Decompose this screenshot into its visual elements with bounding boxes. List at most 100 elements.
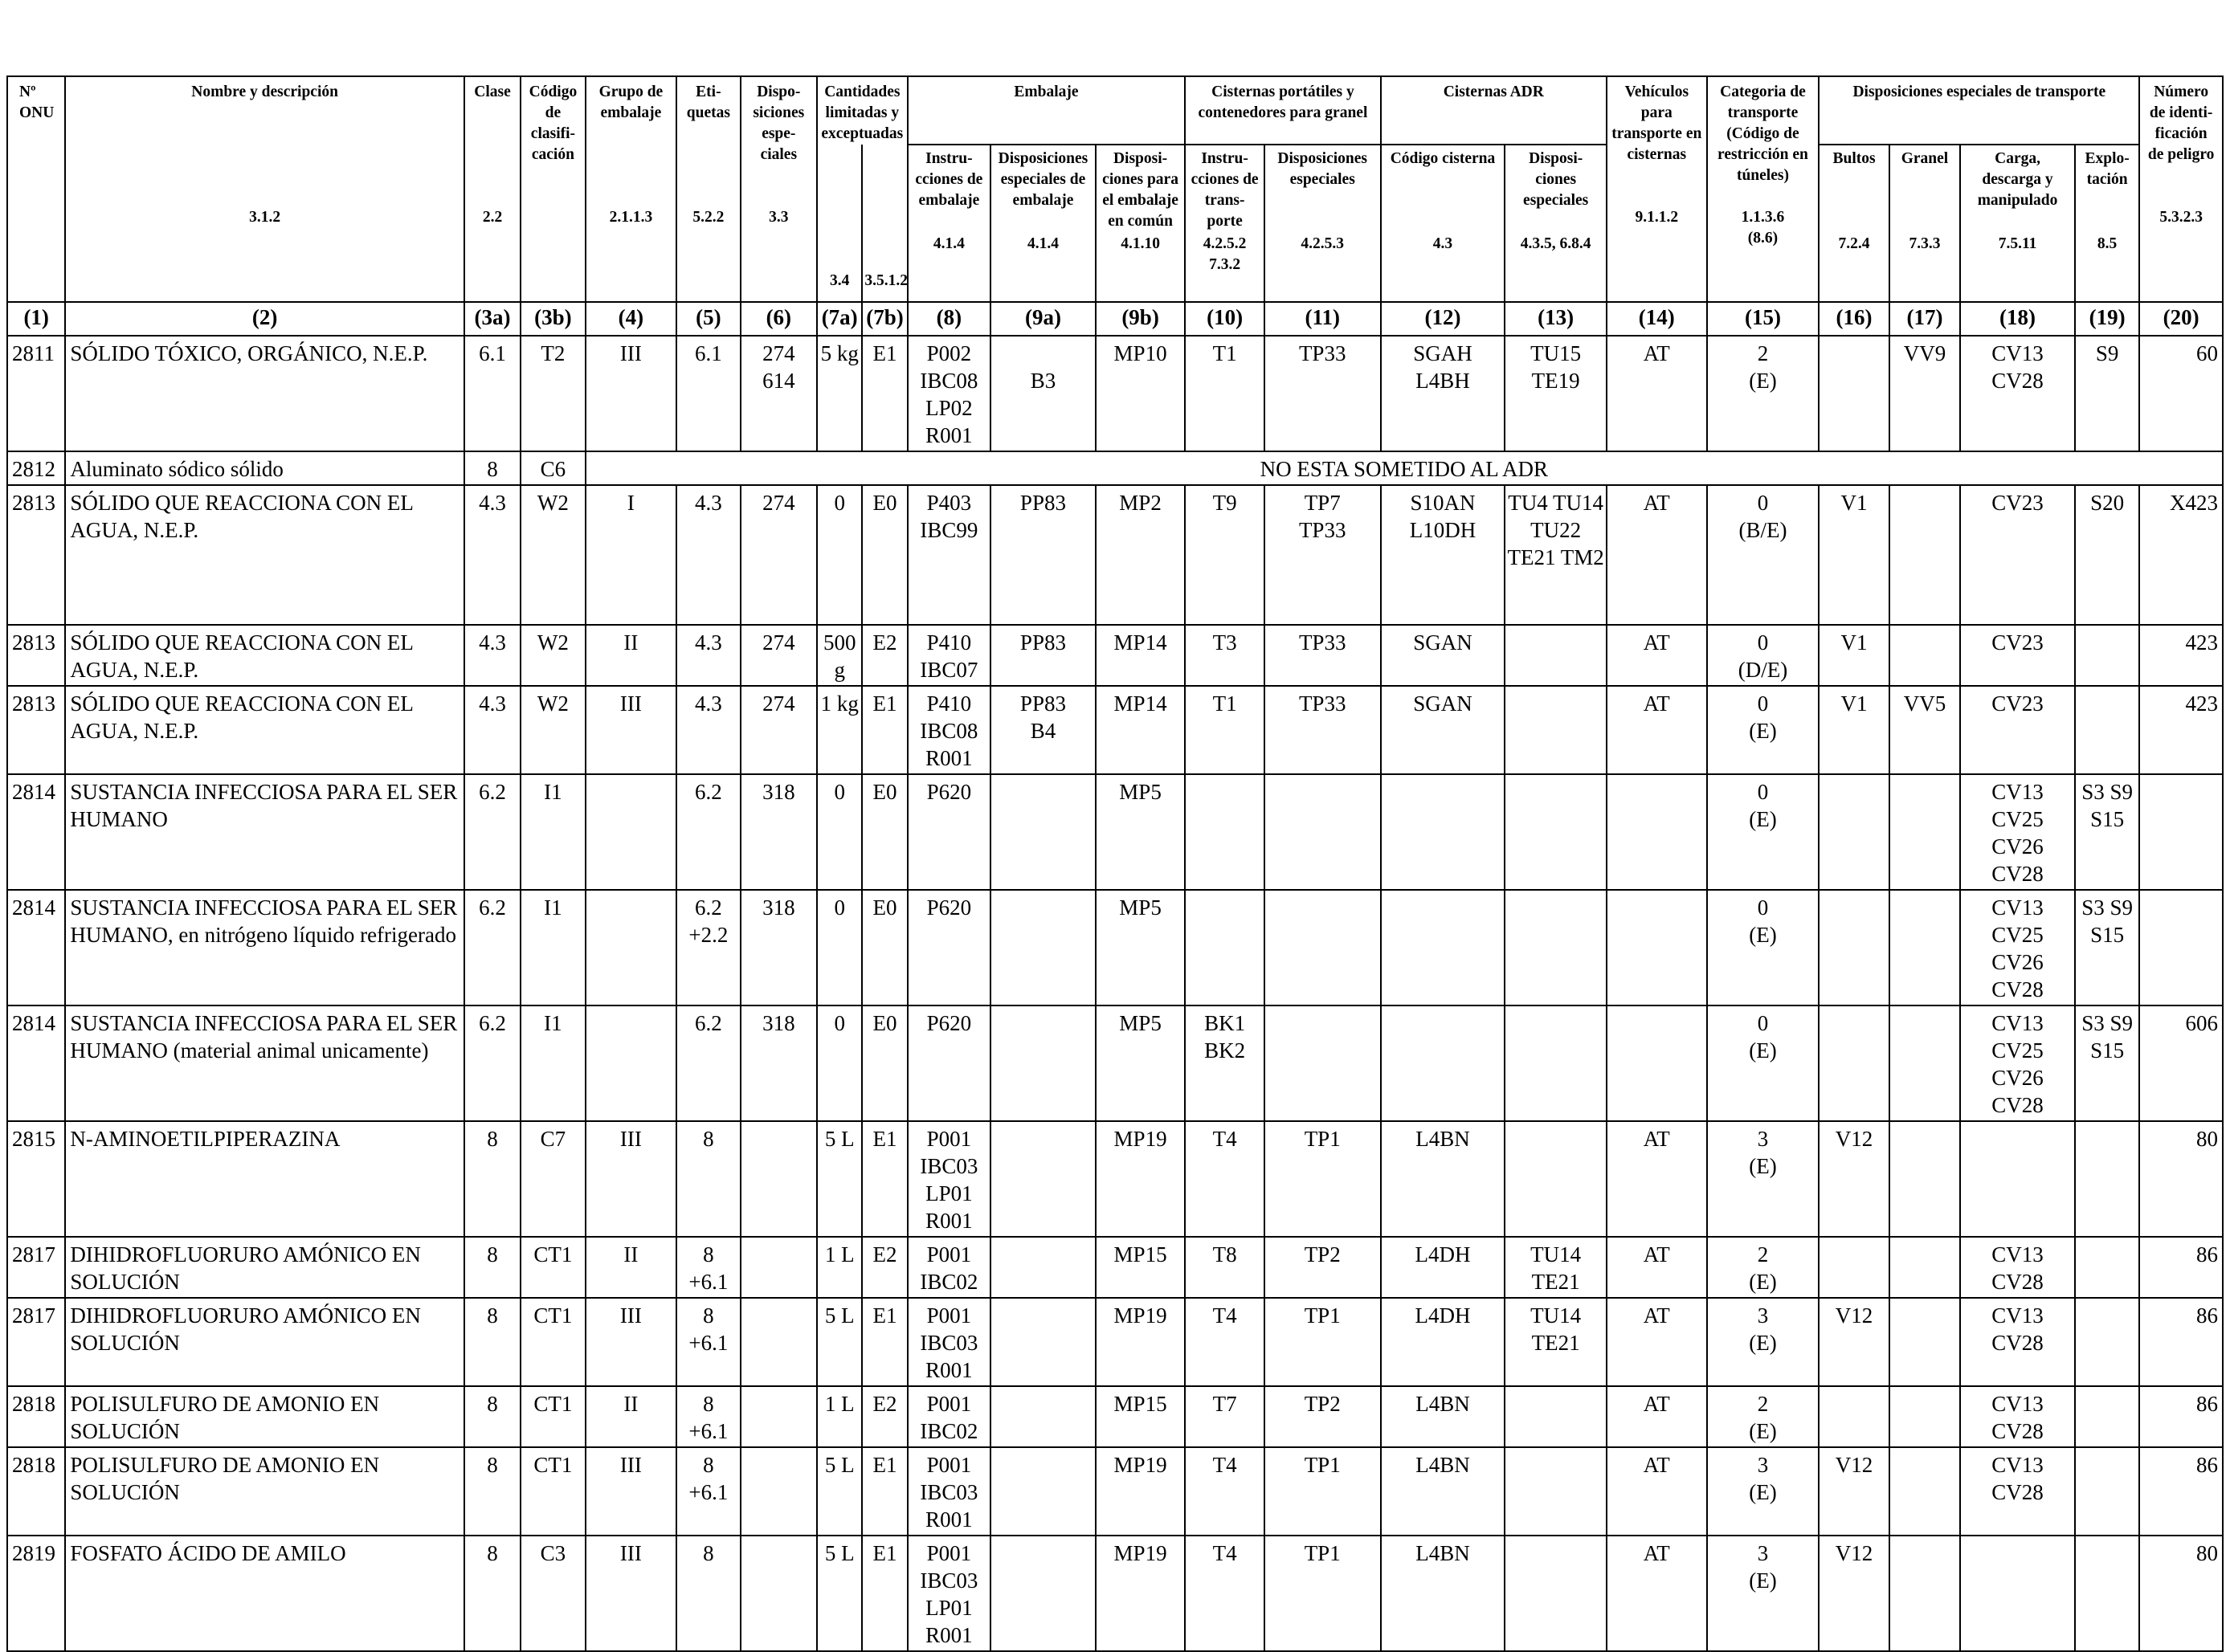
cell-limited-qty: 0 [816,889,864,1006]
cell-limited-qty: 1 kg [816,685,864,775]
cell-classification-code: CT1 [520,1297,586,1387]
cell-tank-code: L4DH [1379,1297,1506,1387]
cell-tank-code: L4DH [1379,1236,1506,1299]
cell-portable-tank-instr: BK1 BK2 [1184,1005,1265,1122]
header-grupo: Grupo de embalaje 2.1.1.3 [584,75,678,303]
cell-mixed-packing: MP15 [1094,1385,1186,1448]
column-number: (14) [1605,301,1708,337]
cell-operation [2073,1385,2141,1448]
column-number: (18) [1959,301,2076,337]
cell-tank-special-prov: TU14 TE21 [1504,1236,1607,1299]
cell-loading-handling: CV13 CV25 CV26 CV28 [1959,773,2076,891]
cell-class: 8 [463,1120,522,1238]
cell-portable-tank-instr: T4 [1184,1297,1265,1387]
cell-labels: 4.3 [676,685,741,775]
cell-special-provisions [739,1120,819,1238]
cell-tank-special-prov [1504,624,1607,687]
header-7a-ref: 3.4 [816,145,863,303]
cell-operation: S3 S9 S15 [2073,889,2141,1006]
cell-limited-qty: 0 [816,773,864,891]
cell-carriage-packages [1818,773,1890,891]
table-row: 2814 SUSTANCIA INFECCIOSA PARA EL SER HUM… [6,1005,2224,1122]
cell-carriage-bulk [1888,1005,1962,1122]
cell-tank-code: SGAN [1379,685,1506,775]
cell-transport-category: 0 (B/E) [1705,484,1820,626]
cell-un-number: 2813 [6,624,67,687]
cell-operation: S3 S9 S15 [2073,1005,2141,1122]
cell-labels: 8 [676,1120,741,1238]
cell-carriage-bulk [1888,1446,1962,1536]
cell-hazard-id: 86 [2138,1385,2224,1448]
cell-vehicle: AT [1605,1297,1708,1387]
cell-hazard-id: 606 [2138,1005,2224,1122]
cell-tank-special-prov [1504,1385,1607,1448]
header-clase: Clase 2.2 [463,75,522,303]
cell-packing-instructions: P001 IBC02 [906,1236,992,1299]
cell-mixed-packing: MP5 [1094,889,1186,1006]
cell-portable-tank-prov: TP1 [1263,1120,1382,1238]
cell-portable-tank-instr [1184,773,1265,891]
cell-special-packing [990,1236,1097,1299]
cell-tank-code: L4BN [1379,1446,1506,1536]
header-codigo: Código de clasifi- cación [520,75,586,303]
cell-loading-handling: CV13 CV28 [1959,1297,2076,1387]
cell-special-provisions [739,1446,819,1536]
cell-loading-handling: CV13 CV25 CV26 CV28 [1959,889,2076,1006]
header-emb-disp: Disposiciones especiales de embalaje 4.1.… [990,144,1097,303]
cell-loading-handling: CV13 CV25 CV26 CV28 [1959,1005,2076,1122]
cell-tank-code: SGAH L4BH [1379,335,1506,452]
cell-packing-group: III [584,1297,678,1387]
cell-hazard-id: 423 [2138,685,2224,775]
cell-hazard-id: 60 [2138,335,2224,452]
cell-loading-handling [1959,1535,2076,1652]
cell-labels: 6.2 +2.2 [676,889,741,1006]
cell-name: FOSFATO ÁCIDO DE AMILO [64,1535,465,1652]
cell-labels: 6.2 [676,1005,741,1122]
column-number: (17) [1888,301,1962,337]
cell-carriage-packages: V12 [1818,1120,1890,1238]
table-row: 2815 N-AMINOETILPIPERAZINA 8 C7 III 8 5 L E1 P00… [6,1120,2224,1238]
cell-un-number: 2812 [6,451,67,486]
cell-name: SÓLIDO QUE REACCIONA CON EL AGUA, N.E.P. [64,685,465,775]
cell-name: SUSTANCIA INFECCIOSA PARA EL SER HUMANO,… [64,889,465,1006]
cell-hazard-id: 86 [2138,1446,2224,1536]
cell-operation: S9 [2073,335,2141,452]
cell-class: 4.3 [463,685,522,775]
cell-carriage-packages [1818,335,1890,452]
cell-packing-instructions: P001 IBC03 LP01 R001 [906,1535,992,1652]
cell-mixed-packing: MP14 [1094,624,1186,687]
cell-labels: 8 [676,1535,741,1652]
cell-mixed-packing: MP19 [1094,1446,1186,1536]
cell-excepted-qty: E0 [861,484,909,626]
cell-portable-tank-instr: T9 [1184,484,1265,626]
cell-hazard-id: 80 [2138,1120,2224,1238]
cell-tank-special-prov [1504,1005,1607,1122]
cell-tank-special-prov: TU15 TE19 [1504,335,1607,452]
table-row: 2814 SUSTANCIA INFECCIOSA PARA EL SER HUM… [6,889,2224,1006]
cell-loading-handling: CV23 [1959,685,2076,775]
cell-transport-category: 0 (E) [1705,685,1820,775]
cell-hazard-id: X423 [2138,484,2224,626]
cell-loading-handling: CV13 CV28 [1959,335,2076,452]
cell-portable-tank-prov [1263,889,1382,1006]
cell-portable-tank-prov: TP7 TP33 [1263,484,1382,626]
cell-vehicle [1605,889,1708,1006]
table-row: 2813 SÓLIDO QUE REACCIONA CON EL AGUA, N.… [6,624,2224,687]
cell-un-number: 2818 [6,1446,67,1536]
cell-mixed-packing: MP5 [1094,773,1186,891]
cell-name: SÓLIDO TÓXICO, ORGÁNICO, N.E.P. [64,335,465,452]
cell-classification-code: C7 [520,1120,586,1238]
cell-vehicle: AT [1605,624,1708,687]
cell-packing-instructions: P403 IBC99 [906,484,992,626]
cell-portable-tank-prov: TP1 [1263,1297,1382,1387]
cell-special-packing [990,1446,1097,1536]
cell-operation: S20 [2073,484,2141,626]
table-row: 2817 DIHIDROFLUORURO AMÓNICO EN SOLUCIÓN 8… [6,1236,2224,1299]
cell-un-number: 2817 [6,1236,67,1299]
cell-class: 6.2 [463,773,522,891]
column-number: (9b) [1094,301,1186,337]
cell-un-number: 2814 [6,1005,67,1122]
cell-hazard-id [2138,889,2224,1006]
cell-class: 6.1 [463,335,522,452]
column-number: (19) [2073,301,2141,337]
